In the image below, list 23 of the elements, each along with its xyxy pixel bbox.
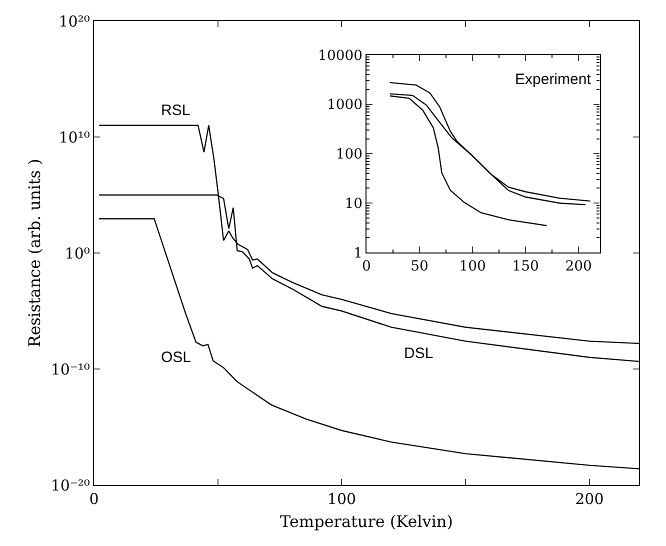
x-tick-label: 200 [565, 258, 592, 274]
x-tick-label: 0 [89, 490, 99, 508]
y-tick-label: 1 [354, 245, 363, 262]
y-tick-label: 10000 [318, 48, 363, 64]
y-tick-label: 10 [344, 196, 363, 212]
y-axis-title: Resistance (arb. units ) [24, 158, 44, 348]
x-tick-label: 50 [410, 258, 428, 274]
series-label: RSL [161, 102, 190, 119]
series-label: DSL [404, 345, 434, 362]
x-tick-label: 100 [459, 258, 486, 274]
series-label: OSL [161, 349, 192, 366]
y-tick-label: 10⁻¹⁰ [50, 360, 90, 378]
y-tick-label: 10⁻²⁰ [50, 476, 90, 494]
y-tick-label: 10²⁰ [58, 12, 90, 30]
y-tick-label: 100 [336, 146, 363, 163]
y-tick-label: 10⁰ [64, 244, 90, 262]
x-tick-label: 150 [512, 258, 539, 274]
x-tick-label: 0 [362, 258, 371, 274]
y-tick-label: 10¹⁰ [58, 128, 90, 146]
y-tick-label: 1000 [326, 97, 363, 114]
annotation: Experiment [515, 71, 592, 88]
x-axis-title: Temperature (Kelvin) [280, 512, 453, 531]
x-tick-label: 200 [575, 490, 604, 508]
